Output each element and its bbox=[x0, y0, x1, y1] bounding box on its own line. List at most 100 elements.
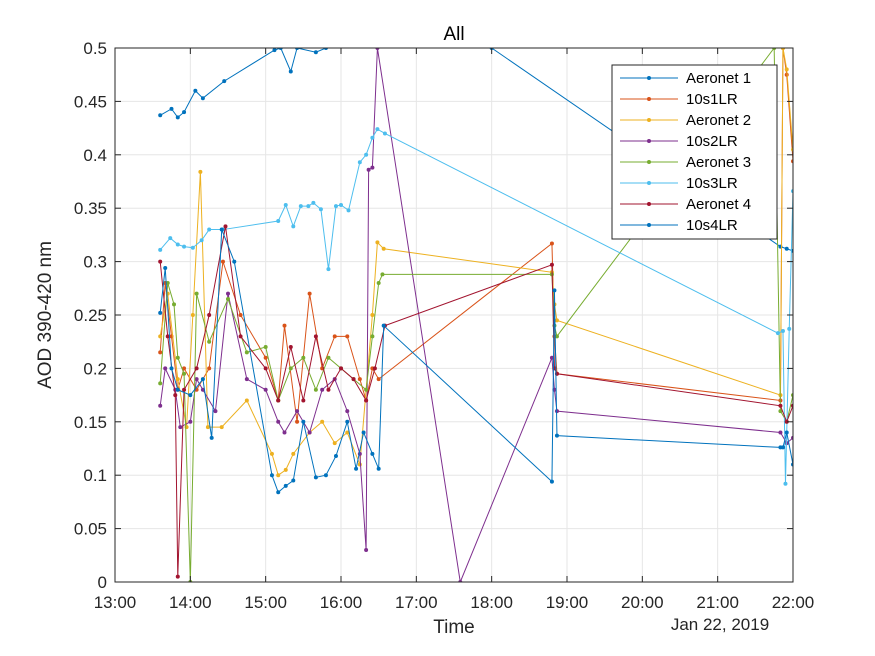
data-point bbox=[172, 302, 177, 307]
data-point bbox=[194, 366, 199, 371]
data-point bbox=[301, 398, 306, 403]
data-point bbox=[276, 490, 281, 495]
y-tick-label: 0.15 bbox=[74, 413, 107, 432]
data-point bbox=[554, 334, 559, 339]
data-point bbox=[165, 280, 170, 285]
data-point bbox=[549, 355, 554, 360]
data-point bbox=[226, 291, 230, 296]
data-point bbox=[301, 355, 306, 360]
x-tick-label: 19:00 bbox=[546, 593, 589, 612]
legend-marker bbox=[647, 139, 651, 143]
legend-label: 10s3LR bbox=[686, 175, 738, 192]
data-point bbox=[182, 110, 187, 115]
data-point bbox=[313, 475, 318, 480]
y-tick-label: 0.05 bbox=[74, 520, 107, 539]
data-point bbox=[263, 345, 268, 350]
data-point bbox=[326, 267, 331, 272]
data-point bbox=[244, 377, 249, 382]
series-lines bbox=[158, 48, 793, 582]
data-point bbox=[276, 419, 281, 424]
data-point bbox=[339, 202, 343, 207]
data-point bbox=[244, 350, 249, 355]
data-point bbox=[165, 334, 170, 339]
data-point bbox=[182, 371, 187, 376]
data-point bbox=[339, 366, 343, 371]
data-point bbox=[175, 355, 180, 360]
data-point bbox=[311, 200, 316, 205]
data-point bbox=[370, 451, 375, 456]
data-point bbox=[372, 366, 377, 371]
data-point bbox=[158, 259, 163, 264]
data-point bbox=[276, 398, 281, 403]
series-line bbox=[159, 48, 793, 582]
data-point bbox=[175, 387, 180, 392]
data-point bbox=[345, 430, 350, 435]
data-point bbox=[298, 204, 303, 209]
data-point bbox=[345, 409, 350, 414]
y-tick-label: 0.3 bbox=[83, 253, 107, 272]
data-point bbox=[346, 208, 351, 213]
data-point bbox=[194, 377, 199, 382]
data-point bbox=[295, 409, 300, 414]
data-point bbox=[784, 67, 789, 72]
data-point bbox=[306, 204, 311, 209]
data-point bbox=[784, 246, 789, 251]
data-point bbox=[364, 387, 369, 392]
legend-label: 10s2LR bbox=[686, 133, 738, 150]
data-point bbox=[375, 240, 380, 245]
series-6 bbox=[158, 127, 793, 486]
legend-label: 10s1LR bbox=[686, 91, 738, 108]
data-point bbox=[552, 288, 557, 293]
data-point bbox=[193, 88, 198, 93]
data-point bbox=[370, 334, 375, 339]
data-point bbox=[182, 366, 187, 371]
data-point bbox=[282, 323, 287, 328]
data-point bbox=[173, 393, 178, 398]
legend-label: 10s4LR bbox=[686, 217, 738, 234]
data-point bbox=[207, 339, 212, 344]
data-point bbox=[219, 227, 224, 232]
data-point bbox=[269, 451, 274, 456]
data-point bbox=[307, 291, 312, 296]
data-point bbox=[269, 473, 274, 478]
data-point bbox=[780, 445, 785, 450]
legend-marker bbox=[647, 97, 651, 101]
data-point bbox=[318, 207, 323, 212]
legend: Aeronet 1 10s1LR Aeronet 2 10s2LR Aeronet 3 1… bbox=[611, 64, 778, 240]
data-point bbox=[169, 106, 174, 111]
x-tick-label: 20:00 bbox=[621, 593, 664, 612]
data-point bbox=[780, 329, 785, 334]
data-point bbox=[288, 69, 293, 74]
data-point bbox=[190, 313, 195, 317]
data-point bbox=[323, 473, 328, 478]
data-point bbox=[263, 387, 268, 392]
y-tick-label: 0.25 bbox=[74, 306, 107, 325]
x-tick-label: 17:00 bbox=[395, 593, 438, 612]
legend-label: Aeronet 1 bbox=[686, 70, 751, 87]
data-point bbox=[332, 441, 337, 446]
data-point bbox=[244, 398, 249, 403]
data-point bbox=[291, 224, 296, 229]
data-point bbox=[313, 387, 318, 392]
data-point bbox=[357, 377, 362, 382]
data-point bbox=[370, 135, 375, 140]
data-point bbox=[207, 227, 212, 232]
legend-marker bbox=[647, 118, 651, 122]
data-point bbox=[381, 323, 386, 328]
x-tick-label: 15:00 bbox=[244, 593, 287, 612]
y-tick-label: 0.4 bbox=[83, 146, 107, 165]
data-point bbox=[220, 259, 225, 264]
data-point bbox=[198, 169, 203, 174]
x-tick-label: 13:00 bbox=[94, 593, 137, 612]
data-point bbox=[375, 127, 380, 132]
data-point bbox=[283, 467, 288, 472]
date-label: Jan 22, 2019 bbox=[671, 615, 769, 634]
x-tick-label: 22:00 bbox=[772, 593, 815, 612]
legend-marker bbox=[647, 181, 651, 185]
data-point bbox=[158, 113, 163, 118]
legend-label: Aeronet 4 bbox=[686, 196, 751, 213]
data-point bbox=[272, 48, 277, 53]
legend-box bbox=[611, 64, 778, 240]
data-point bbox=[175, 574, 180, 579]
data-point bbox=[380, 272, 385, 277]
